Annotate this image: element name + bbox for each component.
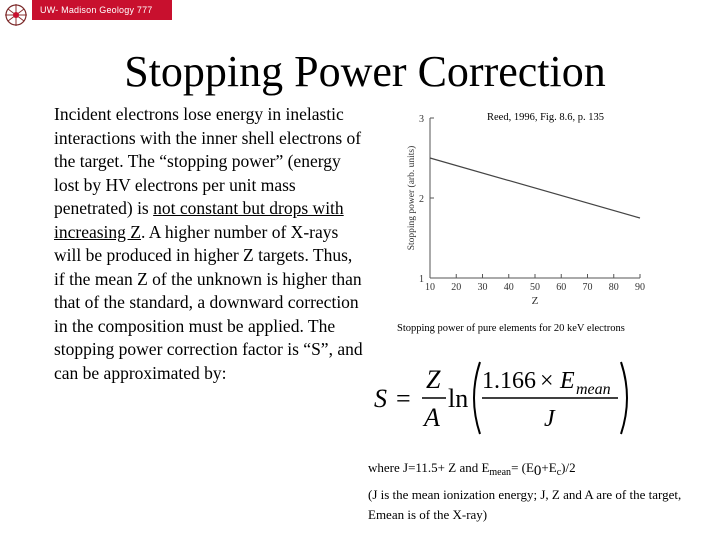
slide-title: Stopping Power Correction (124, 47, 606, 96)
plot-area: 10 20 30 40 50 60 70 80 90 1 2 3 Z Stopping power (ar… (406, 114, 645, 307)
formula-num-times: × (540, 368, 554, 394)
where-sub-mean: mean (489, 467, 512, 478)
formula-num-var: E (559, 368, 575, 394)
formula-frac-den: A (422, 403, 440, 432)
body-text-part2: . A higher number of X-rays will be prod… (54, 221, 363, 383)
definition-note: (J is the mean ionization energy; J, Z a… (368, 487, 682, 522)
x-tick-label: 20 (451, 282, 461, 293)
formula-definition: where J=11.5+ Z and Emean= (E0+Ec)/2 (368, 460, 576, 480)
stopping-power-formula: S = Z A ln 1.166 × E mean J (374, 361, 628, 435)
where-prefix: where J=11.5+ Z and E (368, 460, 490, 475)
formula-num-sub: mean (576, 381, 611, 398)
body-text-part1: Incident electrons lose energy in inelas… (54, 104, 362, 218)
body-text-underlined: not constant but drops with increasing Z (54, 198, 344, 242)
where-end: )/2 (561, 460, 576, 475)
uw-crest-icon (2, 1, 30, 29)
formula-num-coef: 1.166 (482, 368, 536, 394)
where-sub-c: c (556, 467, 562, 478)
x-tick-label: 60 (556, 282, 566, 293)
x-tick-label: 80 (609, 282, 619, 293)
x-axis-label: Z (532, 295, 539, 307)
series-line (429, 157, 641, 219)
y-tick-label: 1 (419, 274, 424, 285)
x-tick-label: 40 (504, 282, 514, 293)
figure-caption: Stopping power of pure elements for 20 k… (397, 323, 625, 334)
y-tick-label: 3 (419, 114, 424, 125)
where-mid: = (E (511, 460, 534, 475)
formula-equals: = (396, 384, 411, 413)
x-tick-label: 90 (635, 282, 645, 293)
where-plus: +E (541, 460, 557, 475)
x-tick-label: 30 (478, 282, 488, 293)
formula-frac-num: Z (426, 365, 441, 394)
formula-lhs: S (374, 384, 387, 413)
formula-ln: ln (448, 384, 468, 413)
course-banner: UW- Madison Geology 777 (32, 0, 172, 20)
x-tick-label: 50 (530, 282, 540, 293)
figure-citation: Reed, 1996, Fig. 8.6, p. 135 (487, 112, 604, 123)
x-tick-label: 10 (425, 282, 435, 293)
where-sub-0: 0 (533, 463, 542, 479)
body-paragraph: Incident electrons lose energy in inelas… (54, 103, 364, 385)
formula-inner-den: J (544, 406, 556, 432)
x-tick-label: 70 (583, 282, 593, 293)
stopping-power-chart: 10 20 30 40 50 60 70 80 90 1 2 3 Z Stopping power (ar… (398, 104, 670, 312)
y-tick-label: 2 (419, 194, 424, 205)
y-axis-label: Stopping power (arb. units) (406, 146, 417, 251)
